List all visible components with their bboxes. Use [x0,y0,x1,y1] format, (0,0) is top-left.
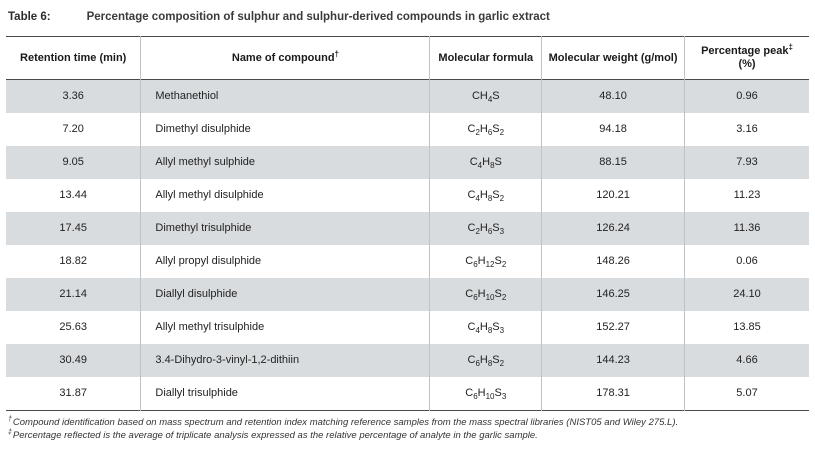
cell-compound-name: 3.4-Dihydro-3-vinyl-1,2-dithiin [140,344,431,377]
cell-molecular-formula: C6H8S2 [429,344,543,377]
table-row: 13.44 Allyl methyl disulphide C4H8S2 120… [6,179,809,212]
table-row: 7.20 Dimethyl disulphide C2H6S2 94.18 3.… [6,113,809,146]
header-compound-name: Name of compound† [140,36,431,80]
footnote-text: Compound identification based on mass sp… [12,417,679,428]
table-caption: Table 6: Percentage composition of sulph… [6,6,809,36]
cell-compound-name: Allyl methyl sulphide [140,146,431,179]
table-row: 3.36 Methanethiol CH4S 48.10 0.96 [6,79,809,113]
cell-molecular-weight: 178.31 [541,377,686,411]
cell-molecular-formula: C2H6S2 [429,113,543,146]
cell-molecular-weight: 94.18 [541,113,686,146]
cell-molecular-weight: 148.26 [541,245,686,278]
cell-molecular-weight: 88.15 [541,146,686,179]
cell-compound-name: Methanethiol [140,79,431,113]
cell-compound-name: Allyl propyl disulphide [140,245,431,278]
header-percentage-peak-text: Percentage peak [701,45,789,57]
double-dagger-mark: ‡ [8,428,12,436]
cell-retention-time: 3.36 [6,79,142,113]
cell-percentage-peak: 24.10 [733,288,761,300]
cell-molecular-weight: 144.23 [541,344,686,377]
table-caption-label: Table 6: [8,11,51,23]
cell-retention-time: 17.45 [6,212,142,245]
cell-retention-time: 21.14 [6,278,142,311]
cell-molecular-formula: C4H8S2 [429,179,543,212]
page: Table 6: Percentage composition of sulph… [6,6,809,442]
dagger-mark: † [8,415,12,423]
table-caption-title: Percentage composition of sulphur and su… [86,11,550,23]
cell-molecular-weight: 48.10 [541,79,686,113]
cell-percentage-peak: 0.96 [736,90,758,102]
footnote-compound-identification: †Compound identification based on mass s… [8,416,807,429]
cell-molecular-weight: 120.21 [541,179,686,212]
cell-retention-time: 18.82 [6,245,142,278]
cell-percentage-peak: 3.16 [736,123,758,135]
footnote-text: Percentage reflected is the average of t… [12,430,538,441]
compounds-table: Retention time (min) Name of compound† M… [6,36,809,411]
header-percentage-peak-unit: (%) [738,58,756,70]
cell-molecular-formula: CH4S [429,79,543,113]
cell-molecular-formula: C6H10S2 [429,278,543,311]
cell-molecular-weight: 126.24 [541,212,686,245]
footnote-percentage-reflected: ‡Percentage reflected is the average of … [8,429,807,442]
cell-compound-name: Diallyl trisulphide [140,377,431,411]
cell-percentage-peak: 4.66 [736,354,758,366]
cell-retention-time: 13.44 [6,179,142,212]
cell-percentage-peak: 11.23 [733,189,761,201]
cell-retention-time: 25.63 [6,311,142,344]
cell-retention-time: 31.87 [6,377,142,411]
cell-molecular-formula: C6H10S3 [429,377,543,411]
double-dagger-mark: ‡ [788,42,793,52]
header-compound-name-text: Name of compound [231,51,335,64]
cell-molecular-formula: C2H6S3 [429,212,543,245]
cell-compound-name: Dimethyl disulphide [140,113,431,146]
table-row: 9.05 Allyl methyl sulphide C4H8S 88.15 7… [6,146,809,179]
table-row: 21.14 Diallyl disulphide C6H10S2 146.25 … [6,278,809,311]
header-molecular-weight: Molecular weight (g/mol) [541,36,686,80]
header-row: Retention time (min) Name of compound† M… [6,36,809,80]
cell-compound-name: Allyl methyl trisulphide [140,311,431,344]
dagger-mark: † [334,48,339,58]
cell-percentage-peak: 13.85 [733,321,761,333]
cell-molecular-formula: C4H8S3 [429,311,543,344]
cell-percentage-peak: 7.93 [736,156,758,168]
cell-compound-name: Diallyl disulphide [140,278,431,311]
table-row: 17.45 Dimethyl trisulphide C2H6S3 126.24… [6,212,809,245]
cell-retention-time: 7.20 [6,113,142,146]
cell-molecular-formula: C4H8S [429,146,543,179]
cell-compound-name: Allyl methyl disulphide [140,179,431,212]
header-percentage-peak: Percentage peak‡ (%) [685,37,809,80]
cell-molecular-weight: 146.25 [541,278,686,311]
cell-percentage-peak: 0.06 [736,255,758,267]
cell-retention-time: 30.49 [6,344,142,377]
cell-compound-name: Dimethyl trisulphide [140,212,431,245]
cell-retention-time: 9.05 [6,146,142,179]
cell-percentage-peak: 5.07 [736,387,758,399]
cell-molecular-formula: C6H12S2 [429,245,543,278]
table-row: 25.63 Allyl methyl trisulphide C4H8S3 15… [6,311,809,344]
cell-molecular-weight: 152.27 [541,311,686,344]
header-retention-time: Retention time (min) [6,36,142,80]
cell-percentage-peak: 11.36 [733,222,761,234]
table-row: 30.49 3.4-Dihydro-3-vinyl-1,2-dithiin C6… [6,344,809,377]
table-row: 31.87 Diallyl trisulphide C6H10S3 178.31… [6,377,809,411]
header-molecular-formula: Molecular formula [429,36,543,80]
footnotes: †Compound identification based on mass s… [6,416,809,442]
table-row: 18.82 Allyl propyl disulphide C6H12S2 14… [6,245,809,278]
